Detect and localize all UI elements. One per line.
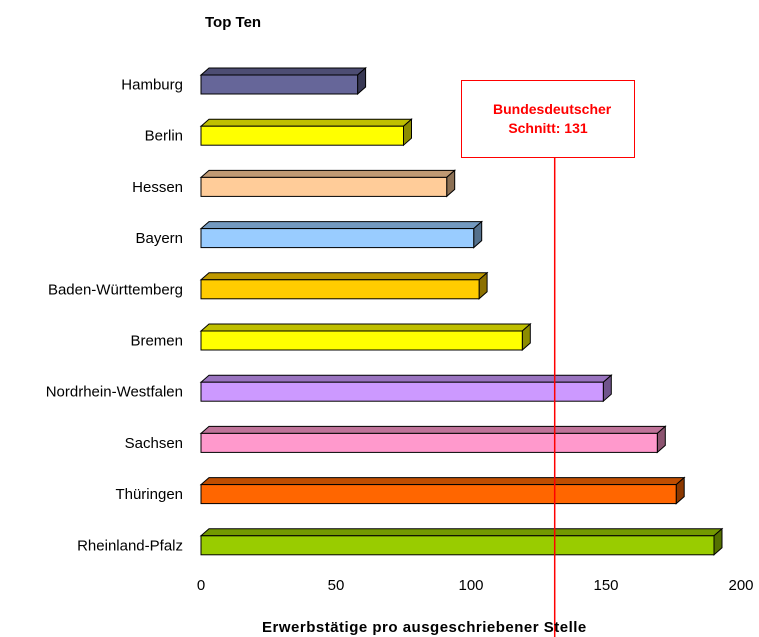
x-tick-label: 0 xyxy=(197,577,205,594)
category-label: Nordrhein-Westfalen xyxy=(46,384,183,401)
average-annotation-text: Bundesdeutscher Schnitt: 131 xyxy=(493,101,612,136)
bar-top-face xyxy=(199,118,413,127)
bar-6 xyxy=(199,374,613,403)
bar-9 xyxy=(199,527,724,556)
bar-top-face xyxy=(199,221,484,230)
category-label: Berlin xyxy=(145,128,183,145)
bar-front-face xyxy=(200,484,677,505)
bar-front-face xyxy=(200,381,604,402)
bar-front-face xyxy=(200,330,523,351)
bar-top-face xyxy=(199,323,532,332)
bar-0 xyxy=(199,66,367,96)
bar-front-face xyxy=(200,176,448,197)
bar-top-face xyxy=(199,528,724,537)
bar-front-face xyxy=(200,228,475,249)
category-label: Rheinland-Pfalz xyxy=(77,537,183,554)
bar-top-face xyxy=(199,67,367,76)
bar-top-face xyxy=(199,272,489,281)
category-label: Hessen xyxy=(132,179,183,196)
bar-front-face xyxy=(200,74,359,95)
bar-front-face xyxy=(200,432,658,453)
category-label: Sachsen xyxy=(125,435,183,452)
average-annotation-box: Bundesdeutscher Schnitt: 131 xyxy=(461,80,635,158)
category-label: Thüringen xyxy=(115,486,183,503)
x-tick-label: 100 xyxy=(458,577,483,594)
bar-3 xyxy=(199,220,484,249)
category-label: Hamburg xyxy=(121,77,183,94)
x-tick-label: 150 xyxy=(593,577,618,594)
bar-front-face xyxy=(200,535,715,556)
bar-1 xyxy=(199,118,413,147)
x-tick-label: 200 xyxy=(728,577,753,594)
chart-title: Top Ten xyxy=(205,14,262,31)
bar-top-face xyxy=(199,374,613,383)
bar-5 xyxy=(199,322,532,352)
category-label: Bremen xyxy=(130,333,183,350)
bar-2 xyxy=(199,169,457,198)
bar-front-face xyxy=(200,279,480,300)
category-label: Baden-Württemberg xyxy=(48,281,183,298)
bar-top-face xyxy=(199,425,667,434)
bar-top-face xyxy=(199,169,457,178)
x-tick-label: 50 xyxy=(328,577,345,594)
category-label: Bayern xyxy=(135,230,183,247)
bar-4 xyxy=(199,271,489,300)
bar-8 xyxy=(199,476,686,505)
x-axis-label: Erwerbstätige pro ausgeschriebener Stell… xyxy=(262,619,587,636)
bar-front-face xyxy=(200,125,404,146)
bar-top-face xyxy=(199,477,686,486)
bar-7 xyxy=(199,425,667,454)
